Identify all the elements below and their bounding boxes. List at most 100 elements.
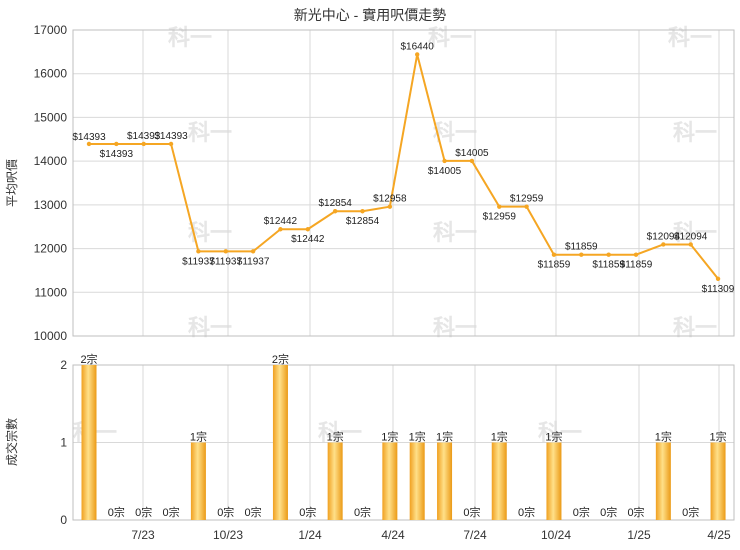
line-chart-grid	[73, 29, 734, 337]
price-point	[278, 227, 283, 232]
transaction-bar-label: 1宗	[381, 430, 398, 444]
price-point	[223, 249, 228, 254]
transaction-bar	[710, 442, 726, 520]
x-tick-label: 7/24	[463, 528, 487, 542]
price-data-label: $14393	[72, 132, 106, 143]
watermark-text: 科一	[673, 220, 717, 245]
bar-chart-y-ticks: 0 1 2	[60, 358, 67, 527]
price-data-label: $12958	[373, 194, 407, 205]
price-data-label: $11937	[209, 256, 242, 267]
transaction-bar	[327, 442, 343, 520]
transaction-bar-label: 1宗	[409, 430, 426, 444]
chart-title: 新光中心 - 實用呎價走勢	[294, 7, 446, 23]
transaction-bar	[409, 442, 425, 520]
price-point	[141, 141, 146, 147]
bar-chart-y-label: 成交宗數	[4, 418, 19, 466]
watermark-text: 科一	[668, 25, 712, 50]
price-data-label: $11859	[538, 260, 571, 271]
price-data-label: $12094	[674, 231, 708, 242]
transaction-bar	[272, 365, 288, 520]
x-tick-label: 7/23	[131, 528, 155, 542]
line-chart-y-tick-label: 13000	[34, 198, 68, 212]
transaction-bar-label: 0宗	[217, 505, 234, 519]
bar-chart-y-tick-label: 2	[60, 358, 67, 372]
transaction-bar	[382, 442, 398, 520]
price-data-label: $11859	[592, 260, 625, 271]
price-point	[114, 141, 119, 147]
watermark-text: 科一	[168, 25, 212, 50]
watermark-text: 科一	[428, 25, 472, 50]
price-data-label: $12094	[647, 231, 681, 242]
price-data-label: $14393	[127, 131, 161, 142]
price-point	[579, 252, 584, 257]
line-chart-y-tick-label: 14000	[34, 154, 68, 168]
price-point	[332, 209, 338, 214]
price-point	[633, 252, 639, 257]
price-point	[442, 158, 447, 164]
transaction-bar-label: 0宗	[573, 505, 590, 519]
price-point	[606, 252, 611, 257]
x-tick-label: 1/24	[298, 528, 322, 542]
transaction-bars: 2宗 0宗 0宗 0宗 1宗 0宗 0宗 2宗 0宗 1宗 0宗 1宗 1宗 1宗 0宗 1宗 0宗 1宗 0宗 0宗…	[80, 352, 727, 520]
watermark-text: 科一	[673, 120, 717, 145]
bar-chart-frame	[72, 364, 735, 521]
transaction-bar-label: 0宗	[108, 505, 125, 519]
transaction-bar-label: 0宗	[245, 505, 262, 519]
transaction-bar-label: 0宗	[600, 505, 617, 519]
x-tick-label: 10/23	[213, 528, 243, 542]
price-point	[196, 249, 201, 254]
price-point	[415, 52, 420, 57]
price-point	[469, 158, 475, 164]
price-point	[524, 204, 529, 209]
x-tick-label: 10/24	[541, 528, 571, 542]
x-tick-label: 4/25	[707, 528, 731, 542]
line-chart-y-tick-label: 11000	[35, 285, 68, 299]
transaction-bar-label: 1宗	[436, 430, 453, 444]
price-point	[661, 242, 666, 247]
price-data-label: $12854	[346, 216, 380, 227]
price-data-label: $11309	[702, 284, 735, 295]
line-chart-y-label: 平均呎價	[5, 159, 19, 207]
price-point	[387, 204, 393, 209]
price-point	[688, 242, 693, 247]
price-point	[86, 141, 92, 147]
transaction-bar-label: 1宗	[190, 430, 207, 444]
transaction-bar-label: 2宗	[272, 352, 289, 366]
price-point	[715, 276, 721, 281]
transaction-bar	[81, 365, 97, 520]
transaction-bar-label: 1宗	[327, 430, 344, 444]
line-chart-y-tick-label: 15000	[34, 110, 68, 124]
transaction-bar-label: 0宗	[463, 505, 480, 519]
transaction-bar	[546, 442, 562, 520]
transaction-bar-label: 0宗	[682, 505, 699, 519]
price-data-label: $11937	[237, 256, 270, 267]
price-data-label: $11937	[182, 256, 215, 267]
transaction-bar-label: 0宗	[518, 505, 535, 519]
x-tick-label: 4/24	[381, 528, 405, 542]
price-data-label: $14393	[154, 131, 188, 142]
price-data-label: $11859	[565, 242, 598, 253]
transaction-bar-label: 0宗	[299, 505, 316, 519]
watermark-text: 科一	[538, 420, 582, 445]
price-data-label: $16440	[401, 41, 435, 52]
transaction-bar	[491, 442, 507, 520]
transaction-bar-label: 1宗	[491, 430, 508, 444]
price-point	[305, 227, 310, 232]
price-data-label: $11859	[620, 260, 653, 271]
price-point	[551, 252, 557, 257]
watermark-text: 科一	[318, 420, 362, 445]
price-data-label: $12442	[264, 216, 298, 227]
transaction-bar-label: 0宗	[354, 505, 371, 519]
price-line	[89, 53, 719, 280]
line-chart-y-tick-label: 16000	[34, 67, 68, 81]
line-chart-y-tick-label: 17000	[34, 23, 68, 37]
price-data-label: $14005	[455, 148, 489, 159]
transaction-bar	[437, 442, 453, 520]
bar-chart-grid	[73, 364, 734, 521]
transaction-bar-label: 2宗	[80, 352, 97, 366]
watermark-layer: 科一科一科一科一科一科一科一科一科一科一科一科一科一科一科一	[73, 25, 717, 445]
price-data-label: $12442	[291, 234, 325, 245]
x-axis-ticks: 7/23 10/23 1/24 4/24 7/24 10/24 1/25 4/25	[131, 528, 731, 542]
watermark-text: 科一	[433, 220, 477, 245]
